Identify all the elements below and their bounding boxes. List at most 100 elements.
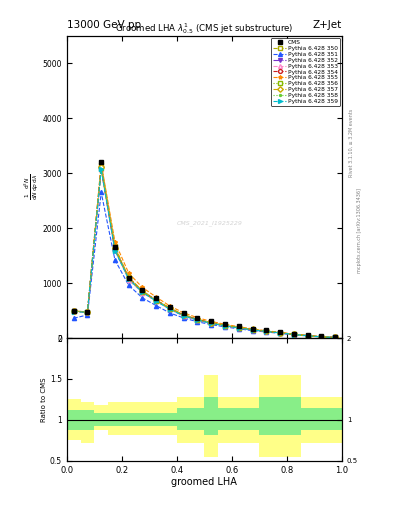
Text: CMS_2021_I1925229: CMS_2021_I1925229: [177, 220, 243, 226]
Pythia 6.428 350: [113, 243, 118, 249]
Pythia 6.428 351: [154, 303, 159, 309]
Pythia 6.428 358: [127, 275, 131, 282]
Pythia 6.428 358: [292, 331, 296, 337]
Pythia 6.428 359: [127, 276, 131, 282]
Pythia 6.428 358: [99, 165, 104, 172]
Pythia 6.428 355: [127, 270, 131, 276]
Pythia 6.428 356: [222, 323, 227, 329]
Y-axis label: Ratio to CMS: Ratio to CMS: [41, 377, 47, 422]
Pythia 6.428 351: [195, 319, 200, 325]
Pythia 6.428 357: [305, 333, 310, 339]
Pythia 6.428 350: [182, 312, 186, 318]
Pythia 6.428 350: [237, 325, 241, 331]
Pythia 6.428 357: [140, 288, 145, 294]
Pythia 6.428 358: [140, 289, 145, 295]
Pythia 6.428 351: [113, 257, 118, 263]
Pythia 6.428 354: [237, 325, 241, 331]
Pythia 6.428 353: [209, 320, 214, 326]
Pythia 6.428 358: [264, 328, 269, 334]
Pythia 6.428 358: [305, 333, 310, 339]
Pythia 6.428 351: [168, 310, 173, 316]
Pythia 6.428 350: [250, 327, 255, 333]
Pythia 6.428 356: [72, 308, 76, 314]
CMS: [278, 329, 283, 335]
Pythia 6.428 357: [209, 319, 214, 326]
Pythia 6.428 351: [333, 334, 338, 340]
Pythia 6.428 355: [113, 239, 118, 245]
Line: Pythia 6.428 357: Pythia 6.428 357: [72, 165, 337, 339]
CMS: [140, 287, 145, 293]
Pythia 6.428 356: [99, 165, 104, 171]
Pythia 6.428 359: [292, 331, 296, 337]
Pythia 6.428 359: [140, 289, 145, 295]
Pythia 6.428 353: [305, 333, 310, 339]
Pythia 6.428 356: [195, 316, 200, 323]
CMS: [319, 333, 324, 339]
Pythia 6.428 352: [72, 308, 76, 314]
Pythia 6.428 354: [113, 246, 118, 252]
Line: Pythia 6.428 356: Pythia 6.428 356: [72, 166, 337, 339]
Pythia 6.428 355: [278, 329, 283, 335]
Pythia 6.428 353: [72, 308, 76, 314]
Pythia 6.428 356: [85, 309, 90, 315]
Pythia 6.428 358: [154, 297, 159, 304]
CMS: [333, 334, 338, 340]
Pythia 6.428 357: [99, 164, 104, 170]
Pythia 6.428 358: [319, 334, 324, 340]
Pythia 6.428 356: [237, 325, 241, 331]
Pythia 6.428 356: [113, 246, 118, 252]
Pythia 6.428 352: [333, 334, 338, 340]
Pythia 6.428 350: [168, 306, 173, 312]
Line: Pythia 6.428 351: Pythia 6.428 351: [72, 190, 337, 339]
Pythia 6.428 356: [278, 330, 283, 336]
Pythia 6.428 357: [237, 325, 241, 331]
CMS: [168, 304, 173, 310]
CMS: [237, 324, 241, 330]
Line: CMS: CMS: [71, 160, 338, 339]
Pythia 6.428 354: [168, 305, 173, 311]
Pythia 6.428 356: [319, 334, 324, 340]
Pythia 6.428 354: [72, 308, 76, 314]
Line: Pythia 6.428 354: Pythia 6.428 354: [72, 165, 337, 339]
CMS: [182, 310, 186, 316]
Pythia 6.428 357: [113, 245, 118, 251]
Pythia 6.428 350: [305, 333, 310, 339]
Pythia 6.428 357: [85, 309, 90, 315]
Pythia 6.428 351: [127, 282, 131, 288]
Pythia 6.428 353: [319, 334, 324, 340]
CMS: [250, 326, 255, 332]
CMS: [305, 332, 310, 338]
Pythia 6.428 359: [237, 325, 241, 331]
CMS: [85, 309, 90, 315]
Pythia 6.428 355: [154, 294, 159, 300]
Pythia 6.428 350: [264, 328, 269, 334]
Pythia 6.428 350: [319, 334, 324, 340]
Pythia 6.428 356: [305, 333, 310, 339]
Pythia 6.428 351: [237, 326, 241, 332]
Pythia 6.428 352: [154, 298, 159, 304]
Pythia 6.428 352: [85, 310, 90, 316]
Pythia 6.428 353: [168, 306, 173, 312]
Pythia 6.428 357: [154, 297, 159, 303]
Pythia 6.428 356: [264, 328, 269, 334]
Pythia 6.428 359: [154, 298, 159, 304]
Pythia 6.428 350: [292, 331, 296, 337]
Text: Z+Jet: Z+Jet: [313, 20, 342, 31]
Pythia 6.428 353: [237, 325, 241, 331]
Legend: CMS, Pythia 6.428 350, Pythia 6.428 351, Pythia 6.428 352, Pythia 6.428 353, Pyt: CMS, Pythia 6.428 350, Pythia 6.428 351,…: [271, 37, 340, 106]
Pythia 6.428 359: [333, 334, 338, 340]
Pythia 6.428 352: [222, 323, 227, 329]
CMS: [99, 159, 104, 165]
Pythia 6.428 355: [209, 318, 214, 325]
Pythia 6.428 352: [319, 334, 324, 340]
Pythia 6.428 352: [250, 327, 255, 333]
Pythia 6.428 354: [209, 319, 214, 326]
Pythia 6.428 354: [127, 274, 131, 281]
Pythia 6.428 351: [292, 332, 296, 338]
Pythia 6.428 352: [113, 248, 118, 254]
Pythia 6.428 350: [195, 316, 200, 323]
Pythia 6.428 354: [195, 316, 200, 323]
Pythia 6.428 356: [168, 306, 173, 312]
Pythia 6.428 358: [278, 330, 283, 336]
Pythia 6.428 351: [264, 329, 269, 335]
